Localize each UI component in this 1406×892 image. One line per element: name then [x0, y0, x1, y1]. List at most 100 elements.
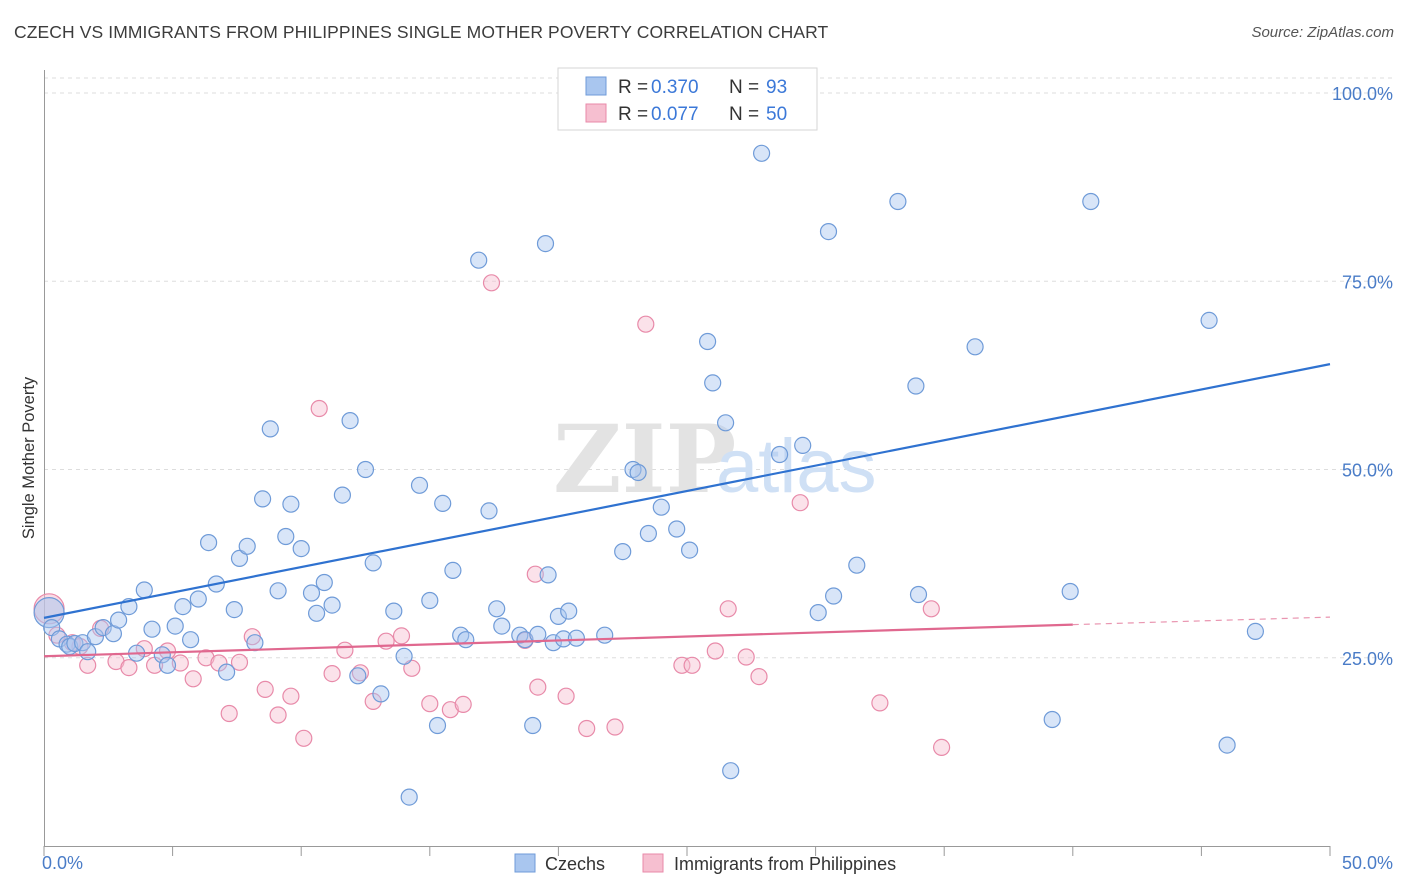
- czechs-point: [135, 581, 153, 599]
- czechs-point: [1082, 192, 1100, 211]
- czechs-point: [364, 554, 382, 572]
- czechs-point: [524, 716, 542, 735]
- czechs-point: [722, 762, 740, 780]
- x-tick-labels: 0.0% 50.0%: [42, 853, 1393, 873]
- y-tick-label: 100.0%: [1332, 84, 1393, 104]
- czechs-point: [629, 463, 647, 482]
- legend-swatch-philippines: [585, 103, 607, 123]
- czechs-point: [302, 584, 321, 602]
- czechs-point: [349, 667, 367, 685]
- czechs-point: [560, 602, 578, 620]
- czechs-point: [480, 502, 498, 520]
- philippines-point: [871, 694, 889, 712]
- y-tick-label: 25.0%: [1342, 649, 1393, 669]
- czechs-point: [529, 625, 547, 644]
- czechs-point: [1061, 582, 1079, 601]
- czechs-point: [567, 629, 586, 647]
- x-tick-label: 0.0%: [42, 853, 83, 873]
- philippines-point: [120, 658, 138, 677]
- legend-swatch-czechs: [585, 76, 607, 96]
- czechs-point: [794, 436, 812, 454]
- philippines-point: [336, 641, 354, 659]
- czechs-point: [493, 617, 511, 635]
- czechs-point: [189, 590, 207, 608]
- philippines-point: [171, 654, 189, 672]
- czechs-point: [238, 537, 256, 555]
- legend: R = 0.370 N = 93 R = 0.077 N = 50: [557, 67, 818, 131]
- philippines-point: [197, 649, 215, 667]
- czechs-point: [269, 582, 287, 600]
- trend-line-philippines-extension: [1072, 616, 1331, 626]
- czechs-point: [819, 223, 838, 241]
- czechs-point: [624, 460, 642, 479]
- chart-title: CZECH VS IMMIGRANTS FROM PHILIPPINES SIN…: [14, 22, 829, 42]
- czechs-point: [292, 539, 310, 558]
- bottom-legend-swatch-czechs: [514, 853, 536, 873]
- legend-r-label-czechs: R =: [618, 77, 648, 98]
- y-tick-label: 75.0%: [1342, 272, 1393, 292]
- bottom-legend-swatch-philippines: [642, 853, 664, 873]
- czechs-point: [488, 600, 506, 618]
- philippines-point: [606, 718, 624, 736]
- philippines-point: [737, 648, 755, 666]
- czechs-point: [109, 611, 128, 629]
- philippines-point: [922, 600, 940, 618]
- philippines-point: [557, 687, 575, 705]
- czechs-point: [680, 541, 699, 559]
- y-axis-label: Single Mother Poverty: [20, 376, 38, 539]
- philippines-point: [230, 653, 249, 671]
- bottom-legend-label-czechs: Czechs: [545, 854, 605, 874]
- czechs-point: [308, 604, 326, 622]
- czechs-point: [966, 338, 984, 356]
- philippines-point: [310, 399, 328, 418]
- bottom-legend-label-philippines: Immigrants from Philippines: [674, 854, 896, 874]
- czechs-point: [652, 498, 670, 516]
- philippines-point: [791, 494, 809, 512]
- czechs-point: [1043, 710, 1061, 729]
- czechs-point: [1218, 736, 1236, 754]
- czechs-point: [444, 561, 462, 580]
- czechs-point: [639, 524, 658, 543]
- x-ticks: [43, 846, 1331, 856]
- philippines-point: [529, 678, 547, 696]
- czechs-point: [1200, 311, 1218, 329]
- watermark-atlas: atlas: [716, 424, 877, 509]
- philippines-point: [351, 664, 369, 682]
- czechs-point: [356, 460, 375, 479]
- czechs-point: [536, 235, 555, 253]
- philippines-point: [392, 627, 411, 645]
- czechs-point: [341, 412, 359, 430]
- czechs-point: [33, 596, 65, 629]
- czechs-point: [254, 490, 272, 508]
- legend-n-label-czechs: N =: [729, 77, 759, 98]
- philippines-point: [637, 315, 655, 333]
- czechs-point: [323, 596, 341, 614]
- czechs-point: [549, 607, 568, 626]
- philippines-point: [750, 667, 768, 686]
- czechs-point: [158, 656, 177, 674]
- philippines-point: [403, 659, 421, 677]
- philippines-point: [269, 706, 287, 724]
- czechs-point: [614, 542, 632, 561]
- trend-lines: [43, 363, 1331, 658]
- y-tick-labels: 25.0% 50.0% 75.0% 100.0%: [1332, 84, 1393, 669]
- czechs-point: [907, 377, 925, 395]
- gridlines: [44, 77, 1392, 659]
- philippines-point: [482, 274, 501, 292]
- watermark: ZIP atlas: [553, 405, 877, 515]
- philippines-point: [454, 695, 472, 714]
- trend-line-czechs: [43, 363, 1331, 619]
- czechs-point: [848, 556, 866, 574]
- czechs-point: [410, 476, 429, 494]
- philippines-point: [673, 656, 691, 674]
- czechs-point: [434, 494, 452, 512]
- watermark-zip: ZIP: [553, 405, 736, 515]
- philippines-point: [79, 656, 97, 674]
- legend-r-label-philippines: R =: [618, 104, 648, 125]
- trend-line-philippines: [43, 623, 1073, 658]
- philippines-point: [295, 729, 313, 747]
- czechs-point: [385, 602, 403, 620]
- czechs-point: [421, 591, 439, 610]
- czechs-point: [770, 445, 789, 464]
